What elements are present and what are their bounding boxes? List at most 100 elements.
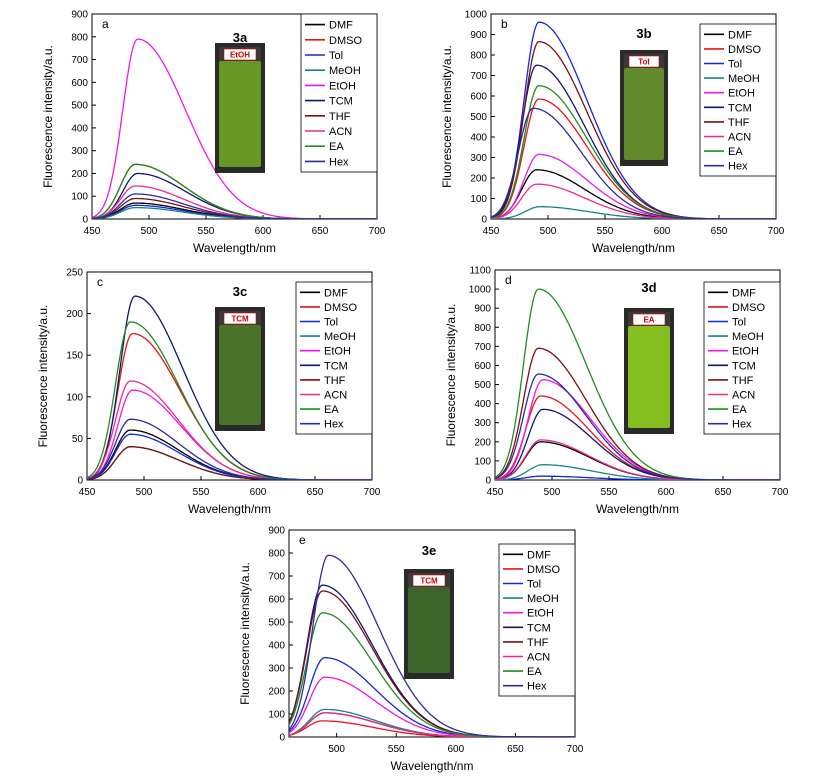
- y-axis-label: Fluorescence intensity/a.u.: [440, 45, 454, 188]
- x-tick-label: 550: [193, 487, 210, 498]
- compound-label: 3a: [233, 30, 248, 45]
- vial-tag-label: Tol: [638, 58, 649, 67]
- y-tick-label: 900: [470, 30, 487, 41]
- y-tick-label: 700: [474, 342, 491, 353]
- x-axis-label: Wavelength/nm: [592, 241, 675, 255]
- y-axis-label: Fluorescence intensity/a.u.: [41, 45, 55, 188]
- compound-label: 3d: [641, 280, 656, 295]
- series-line-thf: [495, 347, 780, 480]
- y-tick-label: 200: [66, 309, 83, 320]
- x-tick-label: 450: [84, 226, 101, 237]
- legend-label-dmso: DMSO: [324, 302, 357, 314]
- legend-label-tcm: TCM: [324, 360, 348, 372]
- series-line-tol: [289, 656, 575, 737]
- y-tick-label: 1000: [469, 285, 492, 296]
- series-line-etoh: [491, 153, 776, 219]
- vial-liquid: [408, 587, 450, 673]
- y-tick-label: 800: [470, 51, 487, 62]
- y-tick-label: 800: [268, 549, 285, 560]
- x-tick-label: 600: [658, 487, 675, 498]
- y-tick-label: 500: [71, 101, 88, 112]
- legend-label-meoh: MeOH: [527, 593, 559, 605]
- x-tick-label: 600: [255, 226, 272, 237]
- x-tick-label: 500: [540, 226, 557, 237]
- x-tick-label: 500: [328, 744, 345, 755]
- compound-label: 3b: [636, 26, 651, 41]
- legend-label-etoh: EtOH: [527, 608, 554, 620]
- vial-tag: [223, 48, 257, 61]
- series-line-tcm: [495, 408, 780, 480]
- y-axis-label: Fluorescence intensity/a.u.: [36, 305, 50, 448]
- series-line-tol: [495, 475, 780, 480]
- y-tick-label: 1100: [469, 266, 491, 277]
- legend-label-ea: EA: [324, 404, 339, 416]
- legend-label-dmso: DMSO: [329, 35, 362, 47]
- vial-liquid: [628, 326, 670, 428]
- legend-label-dmso: DMSO: [728, 44, 761, 56]
- x-axis-label: Wavelength/nm: [391, 759, 474, 773]
- y-tick-label: 200: [474, 437, 491, 448]
- y-tick-label: 900: [71, 10, 88, 21]
- legend-label-etoh: EtOH: [324, 346, 351, 358]
- series-line-ea: [289, 612, 575, 737]
- y-tick-label: 100: [71, 192, 88, 203]
- panel-letter: d: [505, 273, 512, 287]
- legend-label-meoh: MeOH: [324, 331, 356, 343]
- chart-panel-a: 450 500 550 600 650 700 0 100 200 300 400 500 600 700…: [41, 10, 386, 256]
- x-tick-label: 550: [597, 226, 614, 237]
- series-line-thf: [87, 446, 372, 480]
- series-line-dmf: [491, 169, 776, 219]
- x-tick-label: 600: [447, 744, 464, 755]
- y-tick-label: 500: [470, 112, 487, 123]
- legend-label-etoh: EtOH: [329, 80, 356, 92]
- series-line-dmso: [491, 98, 776, 219]
- legend-label-meoh: MeOH: [732, 331, 764, 343]
- panel-letter: c: [97, 275, 103, 289]
- x-tick-label: 700: [567, 744, 584, 755]
- x-tick-label: 700: [364, 487, 381, 498]
- legend-label-acn: ACN: [329, 126, 352, 138]
- x-tick-label: 550: [198, 226, 215, 237]
- legend-label-meoh: MeOH: [329, 65, 361, 77]
- y-tick-label: 0: [481, 215, 487, 226]
- x-axis-label: Wavelength/nm: [188, 502, 271, 516]
- vial-tag-label: EtOH: [230, 51, 250, 60]
- series-line-acn: [92, 185, 377, 219]
- x-tick-label: 600: [250, 487, 267, 498]
- vial-tag-label: TCM: [231, 315, 249, 324]
- series-line-ea: [87, 321, 372, 480]
- y-tick-label: 300: [470, 153, 487, 164]
- x-tick-label: 450: [483, 226, 500, 237]
- compound-label: 3e: [422, 543, 436, 558]
- vial-liquid: [624, 68, 664, 160]
- series-line-etoh: [495, 379, 780, 480]
- series-group: [495, 288, 780, 480]
- y-tick-label: 600: [71, 78, 88, 89]
- legend-label-tol: Tol: [732, 317, 746, 329]
- series-line-acn: [87, 380, 372, 480]
- y-tick-label: 900: [268, 526, 285, 537]
- y-tick-label: 800: [71, 32, 88, 43]
- legend-label-thf: THF: [324, 375, 346, 387]
- legend-label-hex: Hex: [527, 681, 547, 693]
- series-line-hex: [491, 107, 776, 219]
- series-group: [92, 38, 377, 219]
- legend-label-tol: Tol: [527, 579, 541, 591]
- x-tick-label: 600: [654, 226, 671, 237]
- series-line-etoh: [289, 676, 575, 737]
- series-line-tol: [87, 433, 372, 480]
- series-line-acn: [495, 439, 780, 480]
- legend-label-dmso: DMSO: [527, 564, 560, 576]
- y-tick-label: 900: [474, 304, 491, 315]
- legend-label-dmso: DMSO: [732, 302, 765, 314]
- y-tick-label: 600: [470, 92, 487, 103]
- series-line-meoh: [491, 206, 776, 219]
- y-tick-label: 200: [71, 169, 88, 180]
- y-tick-label: 400: [268, 641, 285, 652]
- legend-label-ea: EA: [728, 146, 743, 158]
- series-line-ea: [92, 163, 377, 219]
- legend-label-tcm: TCM: [728, 102, 752, 114]
- chart-panel-b: 450 500 550 600 650 700 0 100 200 300 400 500 600 700…: [440, 10, 785, 256]
- series-line-acn: [491, 183, 776, 219]
- legend-label-thf: THF: [527, 637, 549, 649]
